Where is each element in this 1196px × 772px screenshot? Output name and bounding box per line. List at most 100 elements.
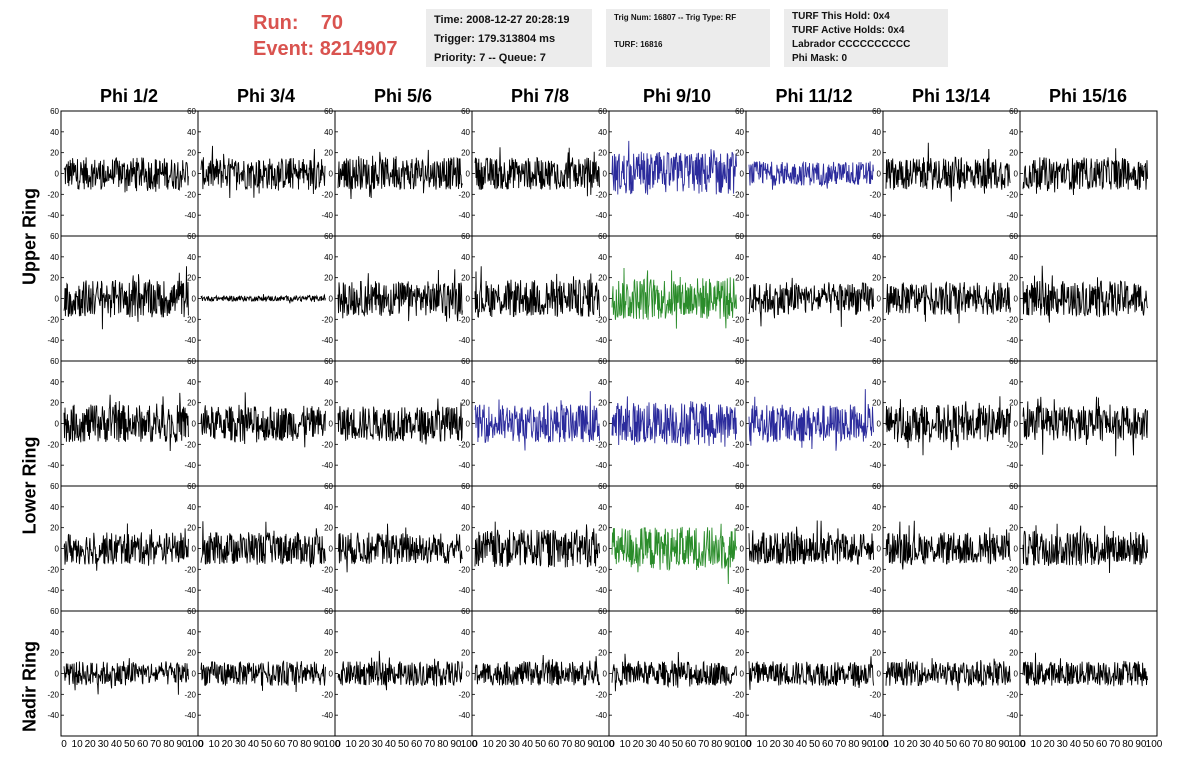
y-tick-label: -40 xyxy=(321,336,333,345)
y-tick-label: -20 xyxy=(595,440,607,449)
y-tick-label: 0 xyxy=(1014,670,1019,679)
y-tick-label: -20 xyxy=(869,565,881,574)
x-tick-label: 20 xyxy=(907,739,919,750)
waveform-trace xyxy=(885,142,1011,202)
y-tick-label: 40 xyxy=(872,253,881,262)
y-tick-label: 0 xyxy=(877,295,882,304)
y-tick-label: -40 xyxy=(47,211,59,220)
waveform-panel-r5-c5: -40 -20 0 20 40 60 xyxy=(595,607,747,737)
x-tick-label: 30 xyxy=(646,739,658,750)
y-tick-label: -20 xyxy=(458,690,470,699)
y-tick-label: -20 xyxy=(321,690,333,699)
y-tick-label: -20 xyxy=(1006,440,1018,449)
y-tick-label: -20 xyxy=(47,690,59,699)
x-tick-label: 40 xyxy=(796,739,808,750)
y-tick-label: -40 xyxy=(458,586,470,595)
trig-num-text: Trig Num: 16807 -- Trig Type: RF xyxy=(614,13,737,22)
y-tick-label: -20 xyxy=(321,440,333,449)
x-tick-label: 50 xyxy=(398,739,410,750)
waveform-panel-r5-c7: -40 -20 0 20 40 60 xyxy=(869,607,1021,737)
y-tick-label: 0 xyxy=(603,670,608,679)
waveform-panel-r3-c8: -40 -20 0 20 40 60 xyxy=(1006,357,1158,487)
x-tick-label: 20 xyxy=(770,739,782,750)
waveform-trace xyxy=(885,520,1011,570)
y-tick-label: 60 xyxy=(872,232,881,241)
waveform-panel-r3-c6: -40 -20 0 20 40 60 xyxy=(732,357,884,487)
y-tick-label: 40 xyxy=(1009,628,1018,637)
y-tick-label: -40 xyxy=(595,211,607,220)
waveform-panel-r2-c5: -40 -20 0 20 40 60 xyxy=(595,232,747,362)
y-tick-label: 60 xyxy=(872,357,881,366)
y-tick-label: 20 xyxy=(50,274,59,283)
y-tick-label: 0 xyxy=(603,420,608,429)
y-tick-label: -40 xyxy=(595,586,607,595)
labrador-text: Labrador CCCCCCCCCC xyxy=(792,39,911,50)
x-tick-label: 0 xyxy=(746,739,752,750)
y-tick-label: 0 xyxy=(192,420,197,429)
waveform-trace xyxy=(474,521,600,568)
y-tick-label: 60 xyxy=(1009,357,1018,366)
waveform-trace xyxy=(474,654,600,686)
x-tick-label: 90 xyxy=(998,739,1010,750)
waveform-trace xyxy=(474,266,600,318)
x-tick-label: 30 xyxy=(98,739,110,750)
y-tick-label: 20 xyxy=(461,399,470,408)
x-tick-label: 10 xyxy=(346,739,358,750)
x-tick-label: 60 xyxy=(822,739,834,750)
y-tick-label: 40 xyxy=(461,378,470,387)
x-tick-label: 10 xyxy=(209,739,221,750)
x-tick-label: 40 xyxy=(248,739,260,750)
y-tick-label: 60 xyxy=(598,357,607,366)
y-tick-label: 40 xyxy=(324,128,333,137)
y-tick-label: -20 xyxy=(1006,565,1018,574)
y-tick-label: 60 xyxy=(324,232,333,241)
x-tick-label: 10 xyxy=(72,739,84,750)
y-tick-label: 40 xyxy=(50,128,59,137)
y-tick-label: 60 xyxy=(187,232,196,241)
y-tick-label: 60 xyxy=(324,607,333,616)
waveform-trace xyxy=(337,269,463,322)
y-tick-label: -20 xyxy=(869,315,881,324)
x-tick-label: 70 xyxy=(972,739,984,750)
y-tick-label: -20 xyxy=(321,315,333,324)
waveform-panel-r5-c1: -40 -20 0 20 40 60 xyxy=(47,607,199,737)
y-tick-label: 40 xyxy=(872,378,881,387)
y-tick-label: 40 xyxy=(187,628,196,637)
y-tick-label: 60 xyxy=(187,107,196,116)
waveform-trace xyxy=(63,157,189,193)
waveform-trace xyxy=(337,149,463,200)
waveform-trace xyxy=(474,391,600,451)
y-tick-label: 40 xyxy=(735,128,744,137)
y-tick-label: -20 xyxy=(184,190,196,199)
y-tick-label: 0 xyxy=(192,170,197,179)
y-tick-label: 20 xyxy=(461,149,470,158)
y-tick-label: 0 xyxy=(55,420,60,429)
turf-this-hold-text: TURF This Hold: 0x4 xyxy=(792,11,890,22)
y-tick-label: 40 xyxy=(598,253,607,262)
y-tick-label: -40 xyxy=(1006,711,1018,720)
y-tick-label: -40 xyxy=(595,461,607,470)
x-tick-label: 100 xyxy=(1146,739,1163,750)
x-tick-label: 90 xyxy=(587,739,599,750)
waveform-panel-r3-c4: -40 -20 0 20 40 60 xyxy=(458,357,610,487)
y-tick-label: -40 xyxy=(184,461,196,470)
waveform-trace xyxy=(200,145,326,199)
waveform-trace xyxy=(748,277,874,327)
waveform-panel-r1-c7: -40 -20 0 20 40 60 xyxy=(869,107,1021,237)
x-tick-label: 50 xyxy=(535,739,547,750)
x-tick-label: 100 xyxy=(461,739,478,750)
y-tick-label: -40 xyxy=(1006,461,1018,470)
y-tick-label: 20 xyxy=(50,399,59,408)
x-tick-label: 70 xyxy=(561,739,573,750)
waveform-trace xyxy=(1022,652,1148,687)
column-header-phi-9-10: Phi 9/10 xyxy=(642,86,712,106)
waveform-panel-r4-c4: -40 -20 0 20 40 60 xyxy=(458,482,610,612)
waveform-panel-r5-c3: -40 -20 0 20 40 60 xyxy=(321,607,473,737)
y-tick-label: 40 xyxy=(735,378,744,387)
waveform-trace xyxy=(748,160,874,190)
y-tick-label: 0 xyxy=(1014,420,1019,429)
y-tick-label: 20 xyxy=(50,149,59,158)
y-tick-label: 20 xyxy=(872,399,881,408)
y-tick-label: 40 xyxy=(872,128,881,137)
